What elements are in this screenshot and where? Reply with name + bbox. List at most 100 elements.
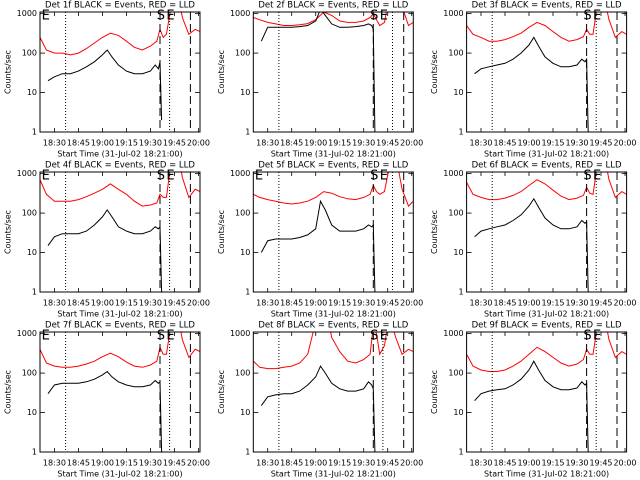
x-tick-label: 20:00 <box>400 139 423 148</box>
y-tick-label: 100 <box>448 209 463 218</box>
plot-area <box>40 332 200 452</box>
series-line <box>466 172 627 201</box>
chart-title: Det 7f BLACK = Events, RED = LLD <box>45 321 195 331</box>
x-tick-label: 18:45 <box>493 299 516 308</box>
y-tick-label: 100 <box>448 49 463 58</box>
chart-title: Det 8f BLACK = Events, RED = LLD <box>258 321 408 331</box>
x-tick-label: 19:00 <box>304 299 327 308</box>
x-tick-label: 19:15 <box>115 299 138 308</box>
x-tick-label: 19:00 <box>91 139 114 148</box>
x-tick-label: 19:30 <box>565 459 588 468</box>
x-axis-label: Start Time (31-Jul-02 18:21:00) <box>484 150 609 159</box>
flag-label: E <box>166 169 174 184</box>
x-tick-label: 20:00 <box>613 459 636 468</box>
x-tick-label: 18:45 <box>280 299 303 308</box>
x-tick-label: 18:30 <box>256 139 279 148</box>
plot-frame <box>252 331 414 453</box>
y-tick-label: 10 <box>453 248 463 257</box>
flag-label: S <box>583 329 591 344</box>
y-tick-label: 1000 <box>443 329 463 338</box>
y-tick-label: 10 <box>27 408 37 417</box>
plot-frame <box>39 171 201 293</box>
y-tick-label: 1 <box>245 128 250 137</box>
plot-area <box>253 12 414 132</box>
x-tick-label: 19:45 <box>376 459 399 468</box>
y-tick-label: 1 <box>245 448 250 457</box>
chart-title: Det 9f BLACK = Events, RED = LLD <box>472 321 622 331</box>
x-tick-label: 19:15 <box>541 139 564 148</box>
panel: Det 8f BLACK = Events, RED = LLD Counts/s… <box>217 321 423 479</box>
y-tick-label: 10 <box>240 248 250 257</box>
series-line <box>466 12 627 42</box>
x-tick-label: 19:00 <box>517 459 540 468</box>
x-tick-label: 18:30 <box>256 299 279 308</box>
plot-frame <box>39 331 201 453</box>
x-tick-label: 19:15 <box>541 459 564 468</box>
y-tick-label: 100 <box>235 209 250 218</box>
x-tick-label: 19:15 <box>328 459 351 468</box>
x-tick-label: 19:00 <box>517 139 540 148</box>
series-line <box>260 199 376 292</box>
series-line <box>47 49 163 121</box>
panel: Det 2f BLACK = Events, RED = LLD Counts/s… <box>217 1 423 159</box>
series-line <box>40 332 200 368</box>
x-tick-label: 18:30 <box>256 459 279 468</box>
panel: Det 3f BLACK = Events, RED = LLD Counts/s… <box>430 1 636 159</box>
flag-label: E <box>42 169 50 184</box>
chart-title: Det 3f BLACK = Events, RED = LLD <box>472 1 622 11</box>
flag-label: E <box>593 329 601 344</box>
y-axis-label: Counts/sec <box>217 210 226 254</box>
x-tick-label: 19:45 <box>589 139 612 148</box>
x-tick-label: 20:00 <box>187 459 210 468</box>
y-tick-label: 100 <box>22 369 37 378</box>
y-tick-label: 1 <box>32 128 37 137</box>
flag-label: E <box>380 9 388 24</box>
plot-area <box>40 172 200 292</box>
flag-label: S <box>157 169 165 184</box>
flag-label: E <box>380 169 388 184</box>
panel: Det 1f BLACK = Events, RED = LLD Counts/s… <box>4 1 210 159</box>
x-tick-label: 18:45 <box>67 459 90 468</box>
y-tick-label: 100 <box>235 369 250 378</box>
series-line <box>40 12 200 56</box>
x-tick-label: 20:00 <box>400 459 423 468</box>
x-tick-label: 19:30 <box>565 299 588 308</box>
x-tick-label: 19:15 <box>115 459 138 468</box>
x-axis-label: Start Time (31-Jul-02 18:21:00) <box>57 310 182 319</box>
series-line <box>260 12 376 132</box>
series-line <box>47 209 163 292</box>
x-axis-label: Start Time (31-Jul-02 18:21:00) <box>271 150 396 159</box>
plot-area <box>253 332 414 452</box>
plot-area <box>253 172 414 292</box>
y-tick-label: 100 <box>22 49 37 58</box>
y-tick-label: 100 <box>448 369 463 378</box>
x-tick-label: 18:45 <box>493 139 516 148</box>
flag-label: S <box>370 329 378 344</box>
panel: Det 7f BLACK = Events, RED = LLD Counts/s… <box>4 321 210 479</box>
x-tick-label: 19:00 <box>304 459 327 468</box>
y-tick-label: 1000 <box>230 169 250 178</box>
x-tick-label: 18:30 <box>469 459 492 468</box>
series-line <box>260 365 376 452</box>
x-axis-label: Start Time (31-Jul-02 18:21:00) <box>484 310 609 319</box>
y-tick-label: 100 <box>22 209 37 218</box>
x-tick-label: 20:00 <box>400 299 423 308</box>
y-tick-label: 1000 <box>17 9 37 18</box>
y-tick-label: 10 <box>27 88 37 97</box>
series-line <box>253 332 414 370</box>
flag-label: E <box>42 329 50 344</box>
x-tick-label: 19:00 <box>517 299 540 308</box>
panel: Det 6f BLACK = Events, RED = LLD Counts/s… <box>430 161 636 319</box>
y-tick-label: 1 <box>32 448 37 457</box>
x-tick-label: 20:00 <box>613 299 636 308</box>
y-tick-label: 1000 <box>230 329 250 338</box>
flag-label: S <box>370 9 378 24</box>
plot-frame <box>252 171 414 293</box>
plot-frame <box>39 11 201 133</box>
flag-label: E <box>166 9 174 24</box>
y-tick-label: 1000 <box>230 9 250 18</box>
panel: Det 4f BLACK = Events, RED = LLD Counts/s… <box>4 161 210 319</box>
y-tick-label: 1 <box>459 128 464 137</box>
